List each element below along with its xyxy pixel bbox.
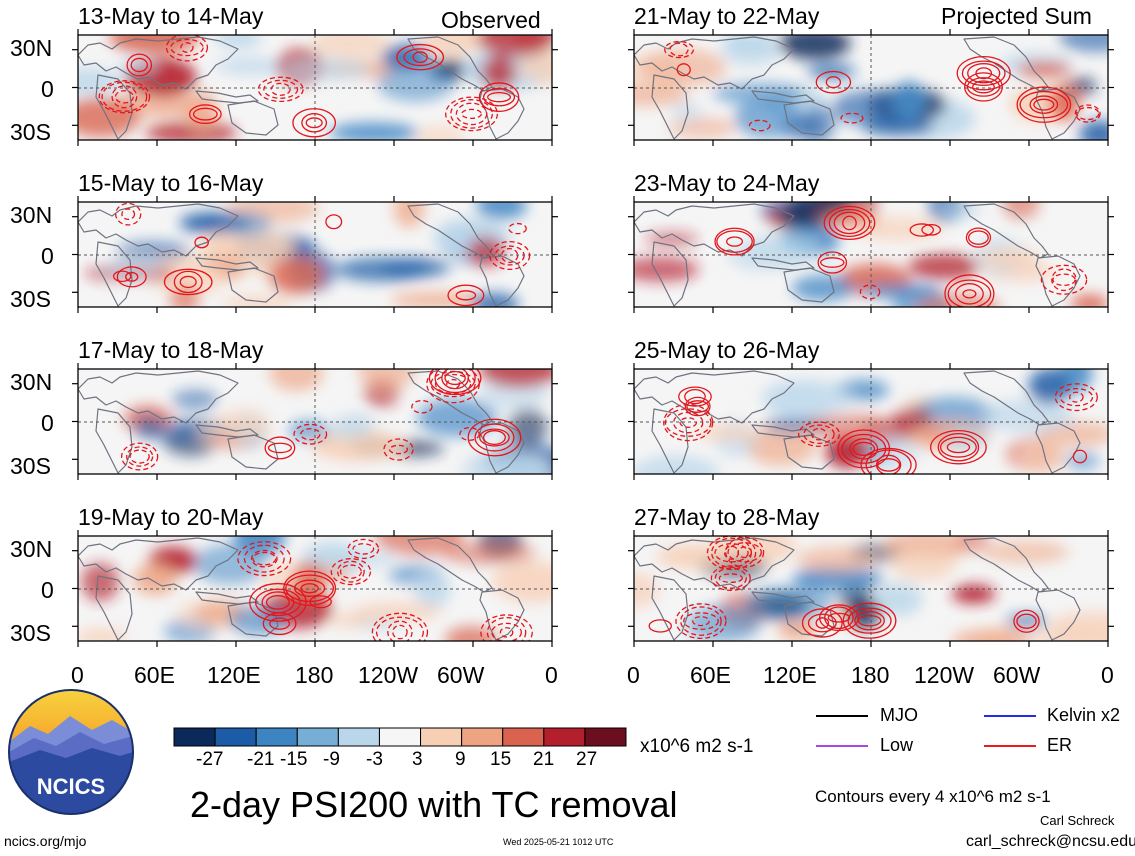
y-tick-label: 0 — [41, 577, 54, 603]
timestamp: Wed 2025-05-21 1012 UTC — [503, 837, 614, 847]
map-panel — [628, 530, 1114, 647]
x-tick-label: 60W — [437, 662, 485, 688]
map-panel — [628, 196, 1114, 313]
colorbar-swatch — [255, 727, 298, 747]
y-tick-label: 30N — [10, 35, 53, 61]
map-panel — [72, 530, 558, 647]
map-panel — [72, 29, 558, 146]
panel-title: 23-May to 24-May — [634, 170, 820, 196]
map-panel — [628, 29, 1114, 146]
colorbar-tick: -9 — [323, 749, 340, 770]
x-tick-label: 0 — [545, 662, 558, 688]
observed-label: Observed — [441, 7, 541, 33]
colorbar-swatch — [502, 727, 545, 747]
colorbar-tick: 3 — [412, 749, 423, 770]
contour-note: Contours every 4 x10^6 m2 s-1 — [815, 787, 1051, 806]
x-tick-label: 180 — [851, 662, 890, 688]
legend-label: Low — [880, 735, 914, 755]
panel-title: 13-May to 14-May — [78, 3, 264, 29]
colorbar-swatch — [296, 727, 339, 747]
projected-sum-label: Projected Sum — [941, 3, 1092, 29]
author-name: Carl Schreck — [1040, 813, 1115, 828]
colorbar-units: x10^6 m2 s-1 — [640, 736, 754, 757]
colorbar-tick: -21 — [247, 749, 275, 770]
colorbar-swatch — [337, 727, 380, 747]
panel-title: 21-May to 22-May — [634, 3, 820, 29]
y-tick-label: 0 — [41, 76, 54, 102]
logo-text: NCICS — [37, 774, 105, 799]
map-panel — [72, 196, 558, 313]
legend-label: MJO — [880, 705, 918, 725]
x-tick-label: 60E — [134, 662, 175, 688]
x-tick-label: 120W — [358, 662, 419, 688]
x-tick-label: 0 — [627, 662, 640, 688]
x-tick-label: 120E — [207, 662, 261, 688]
colorbar-tick: 21 — [533, 749, 555, 770]
y-tick-label: 30S — [10, 620, 51, 646]
colorbar — [173, 727, 627, 747]
colorbar-tick: 15 — [490, 749, 512, 770]
colorbar-swatch — [378, 727, 422, 747]
y-tick-label: 0 — [41, 410, 54, 436]
colorbar-swatch — [173, 727, 216, 747]
colorbar-tick: -15 — [280, 749, 308, 770]
y-tick-label: 30N — [10, 202, 53, 228]
x-tick-label: 180 — [295, 662, 334, 688]
x-tick-label: 120W — [914, 662, 975, 688]
colorbar-swatch — [461, 727, 504, 747]
colorbar-tick: 27 — [576, 749, 598, 770]
x-tick-label: 120E — [763, 662, 817, 688]
colorbar-tick: -3 — [366, 749, 383, 770]
map-panels — [72, 29, 1114, 647]
colorbar-swatch — [543, 727, 586, 747]
author-email: carl_schreck@ncsu.edu — [966, 833, 1135, 850]
panel-title: 19-May to 20-May — [78, 504, 264, 530]
ncics-logo: NCICS — [8, 689, 134, 815]
panel-title: 25-May to 26-May — [634, 337, 820, 363]
colorbar-swatch — [214, 727, 257, 747]
panel-title: 15-May to 16-May — [78, 170, 264, 196]
colorbar-swatch — [420, 727, 463, 747]
panel-title: 17-May to 18-May — [78, 337, 264, 363]
x-tick-label: 0 — [1101, 662, 1114, 688]
map-panel — [628, 363, 1114, 480]
y-tick-label: 30S — [10, 119, 51, 145]
legend-label: Kelvin x2 — [1047, 705, 1121, 725]
y-tick-label: 30S — [10, 286, 51, 312]
x-tick-label: 60E — [690, 662, 731, 688]
colorbar-tick: -27 — [196, 749, 224, 770]
x-tick-label: 60W — [993, 662, 1041, 688]
panel-title: 27-May to 28-May — [634, 504, 820, 530]
y-tick-label: 30N — [10, 369, 53, 395]
x-tick-label: 0 — [71, 662, 84, 688]
colorbar-swatch — [584, 727, 627, 747]
y-tick-label: 0 — [41, 243, 54, 269]
source-url: ncics.org/mjo — [4, 833, 87, 849]
legend-label: ER — [1047, 735, 1073, 755]
colorbar-tick: 9 — [455, 749, 466, 770]
map-panel — [72, 363, 558, 480]
main-title: 2-day PSI200 with TC removal — [190, 784, 678, 825]
y-tick-label: 30N — [10, 536, 53, 562]
line-legend — [816, 715, 1036, 747]
y-tick-label: 30S — [10, 453, 51, 479]
